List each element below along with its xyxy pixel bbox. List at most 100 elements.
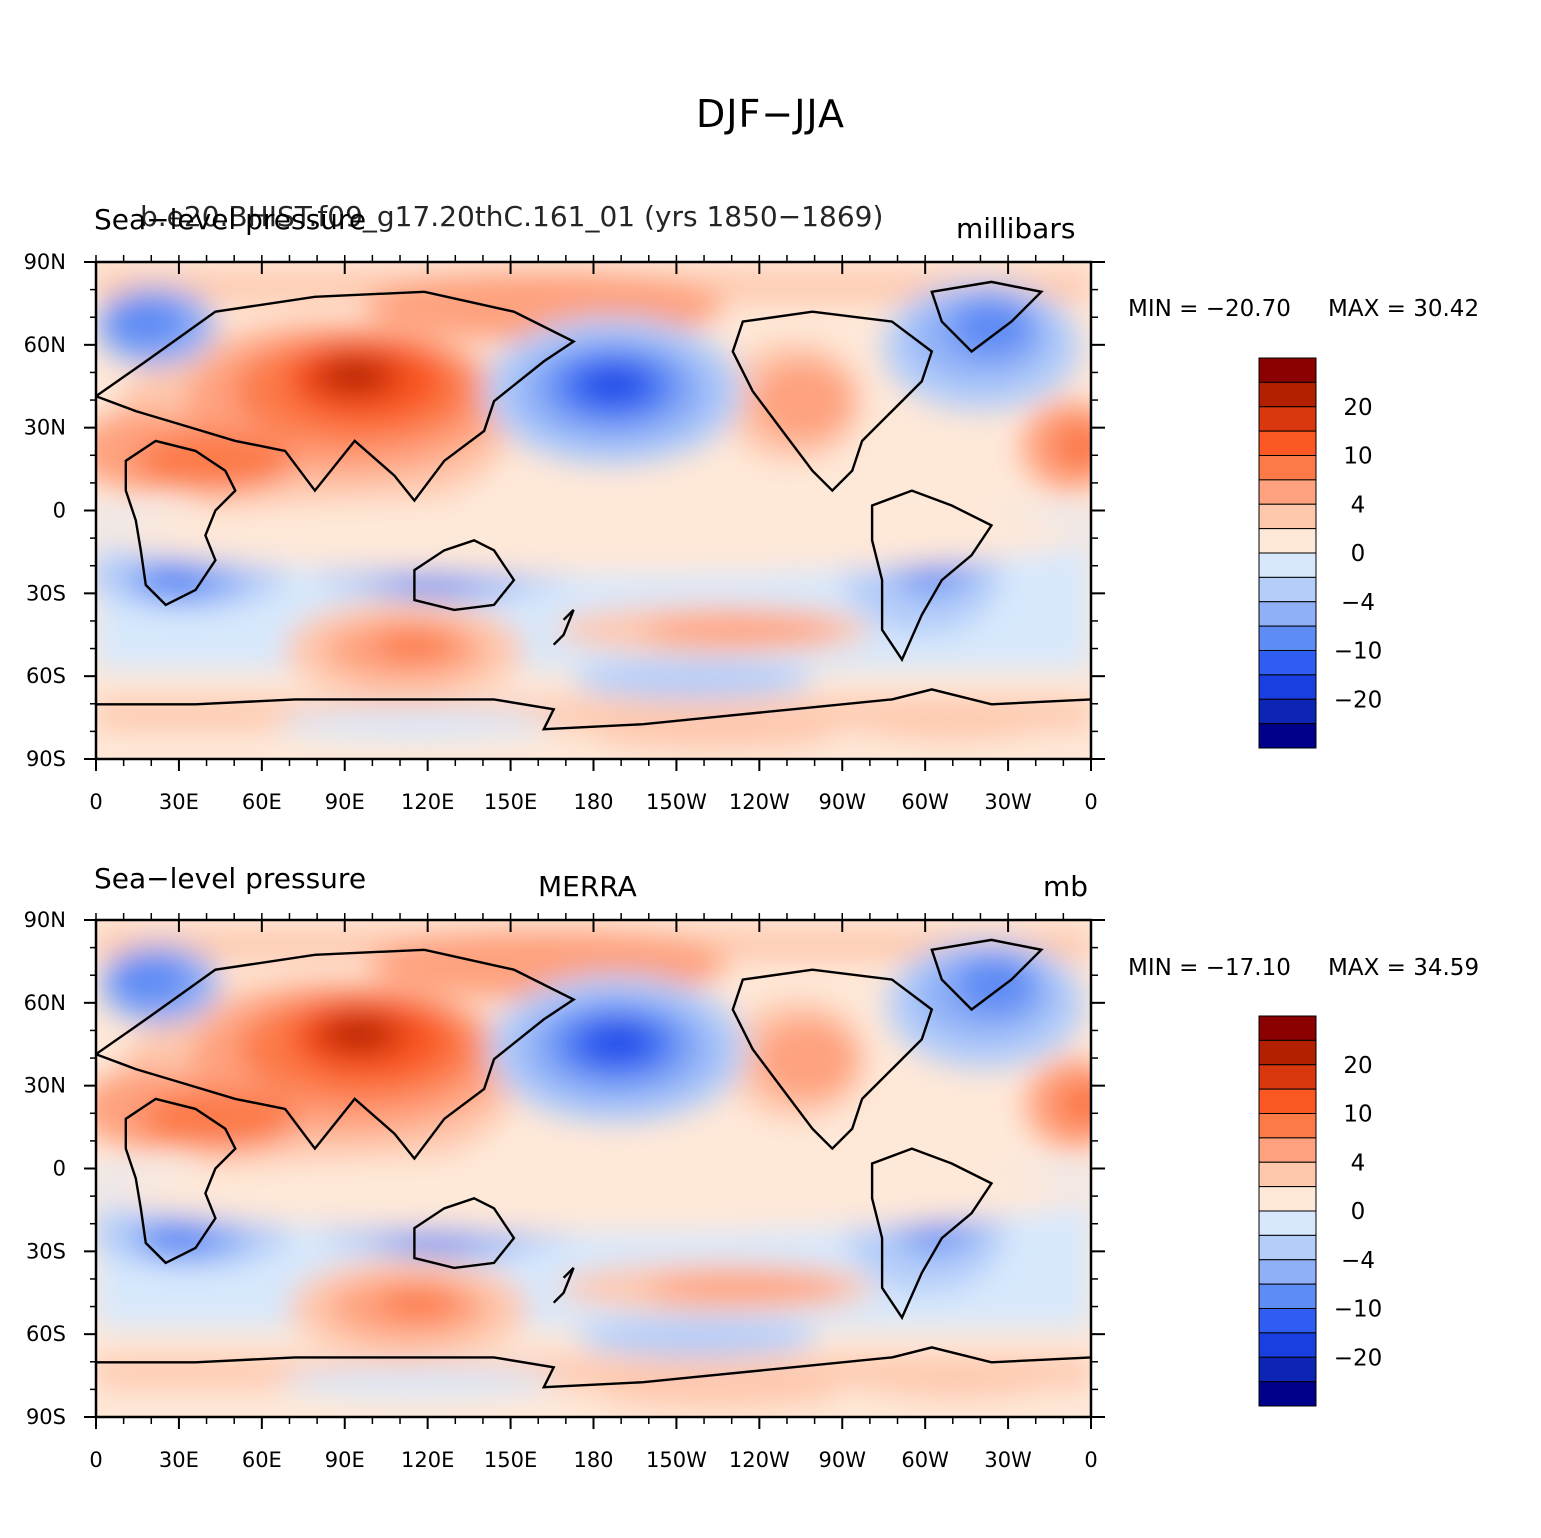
x-tick-label: 60W bbox=[901, 1448, 949, 1472]
coastline bbox=[124, 1097, 237, 1265]
field-contour bbox=[100, 1153, 1091, 1234]
colorbar-swatch bbox=[1258, 1161, 1317, 1188]
field-contour bbox=[275, 709, 554, 740]
colorbar-swatch bbox=[1258, 1015, 1317, 1041]
colorbar-label: −10 bbox=[1334, 1297, 1383, 1323]
field-contour bbox=[577, 1317, 817, 1358]
coastline bbox=[731, 968, 934, 1151]
coastline bbox=[96, 1346, 1091, 1389]
colorbar-1: 20 10 4 0 −4 −10 −20 bbox=[1258, 357, 1383, 749]
colorbar-swatch bbox=[1258, 1308, 1317, 1334]
colorbar-swatch bbox=[1258, 1113, 1317, 1139]
x-tick-label: 120E bbox=[401, 790, 454, 814]
y-tick-label: 90S bbox=[26, 1405, 66, 1429]
x-tick-label: 150W bbox=[646, 790, 707, 814]
y-tick-label: 60S bbox=[26, 1322, 66, 1346]
colorbar-swatch bbox=[1258, 723, 1317, 749]
field-contour bbox=[597, 1029, 638, 1050]
field-contour bbox=[756, 1019, 857, 1099]
coastline bbox=[96, 948, 576, 1161]
x-tick-label: 0 bbox=[1084, 790, 1097, 814]
colorbar-swatch bbox=[1258, 430, 1317, 456]
colorbar-label: 20 bbox=[1343, 395, 1372, 421]
x-tick-label: 60E bbox=[242, 790, 282, 814]
map-panel-1: 0 30E 60E 90E 120E 150E 180 150W 120W 90W 60W 30W 09… bbox=[24, 250, 1383, 814]
coastline bbox=[413, 539, 516, 612]
panel2-left-label: Sea−level pressure bbox=[94, 862, 367, 895]
field-contour bbox=[378, 1287, 459, 1318]
colorbar-swatch bbox=[1258, 1039, 1317, 1066]
coastline bbox=[552, 609, 575, 646]
x-tick-label: 30E bbox=[159, 1448, 199, 1472]
figure-title: DJF−JJA bbox=[696, 92, 845, 136]
slp-field bbox=[96, 271, 1091, 750]
field-contour bbox=[139, 1088, 299, 1149]
y-tick-label: 90N bbox=[24, 250, 66, 274]
x-tick-label: 150E bbox=[484, 790, 537, 814]
colorbar-swatch bbox=[1258, 1137, 1317, 1163]
colorbar-2: 20 10 4 0 −4 −10 −20 bbox=[1258, 1015, 1383, 1407]
field-contour bbox=[955, 954, 1036, 1015]
x-tick-label: 120W bbox=[729, 790, 790, 814]
colorbar-label: −4 bbox=[1341, 590, 1375, 616]
field-contour bbox=[752, 361, 853, 441]
field-contour bbox=[593, 371, 634, 392]
panel1-max: MAX = 30.42 bbox=[1328, 296, 1480, 322]
x-tick-label: 60E bbox=[242, 1448, 282, 1472]
field-contour bbox=[374, 629, 455, 660]
colorbar-swatch bbox=[1258, 1356, 1317, 1383]
field-contour bbox=[643, 614, 843, 645]
colorbar-swatch bbox=[1258, 1088, 1317, 1114]
x-tick-label: 30W bbox=[984, 790, 1032, 814]
colorbar-swatch bbox=[1258, 674, 1317, 700]
x-tick-label: 90E bbox=[325, 790, 365, 814]
x-tick-label: 30E bbox=[159, 790, 199, 814]
colorbar-label: −10 bbox=[1334, 639, 1383, 665]
colorbar-swatch bbox=[1258, 503, 1317, 530]
x-tick-label: 0 bbox=[89, 790, 102, 814]
colorbar-label: 0 bbox=[1351, 1199, 1366, 1225]
y-tick-label: 0 bbox=[53, 499, 66, 523]
colorbar-label: −20 bbox=[1334, 687, 1383, 713]
y-tick-label: 60S bbox=[26, 664, 66, 688]
panel2-min: MIN = −17.10 bbox=[1128, 955, 1291, 981]
field-contour bbox=[333, 1021, 384, 1047]
field-contour bbox=[109, 954, 190, 1005]
y-tick-label: 60N bbox=[24, 333, 66, 357]
x-tick-label: 180 bbox=[573, 790, 613, 814]
colorbar-label: −20 bbox=[1334, 1345, 1383, 1371]
x-tick-label: 150W bbox=[646, 1448, 707, 1472]
x-tick-label: 120W bbox=[729, 1448, 790, 1472]
coastline bbox=[731, 310, 934, 493]
colorbar-swatch bbox=[1258, 625, 1317, 651]
y-tick-label: 30S bbox=[26, 581, 66, 605]
y-tick-label: 30N bbox=[24, 416, 66, 440]
field-contour bbox=[279, 1367, 558, 1398]
coastline bbox=[124, 439, 237, 607]
colorbar-swatch bbox=[1258, 455, 1317, 481]
colorbar-swatch bbox=[1258, 1234, 1317, 1261]
colorbar-swatch bbox=[1258, 528, 1317, 554]
colorbar-swatch bbox=[1258, 1381, 1317, 1407]
colorbar-label: 10 bbox=[1343, 444, 1372, 470]
colorbar-swatch bbox=[1258, 357, 1317, 383]
colorbar-label: −4 bbox=[1341, 1248, 1375, 1274]
field-contour bbox=[573, 659, 813, 700]
panel1-min: MIN = −20.70 bbox=[1128, 296, 1291, 322]
colorbar-label: 0 bbox=[1351, 541, 1366, 567]
field-contour bbox=[856, 1357, 1056, 1398]
y-tick-label: 60N bbox=[24, 991, 66, 1015]
coastline bbox=[96, 290, 576, 503]
colorbar-swatch bbox=[1258, 1210, 1317, 1236]
y-tick-label: 90N bbox=[24, 908, 66, 932]
colorbar-swatch bbox=[1258, 406, 1317, 432]
x-tick-label: 90W bbox=[819, 1448, 867, 1472]
coastline bbox=[870, 1147, 994, 1321]
coastline bbox=[870, 489, 994, 663]
colorbar-swatch bbox=[1258, 698, 1317, 725]
field-contour bbox=[852, 699, 1052, 740]
coastlines bbox=[96, 938, 1091, 1389]
field-contour bbox=[597, 1377, 837, 1408]
x-tick-label: 0 bbox=[89, 1448, 102, 1472]
colorbar-swatch bbox=[1258, 1332, 1317, 1358]
